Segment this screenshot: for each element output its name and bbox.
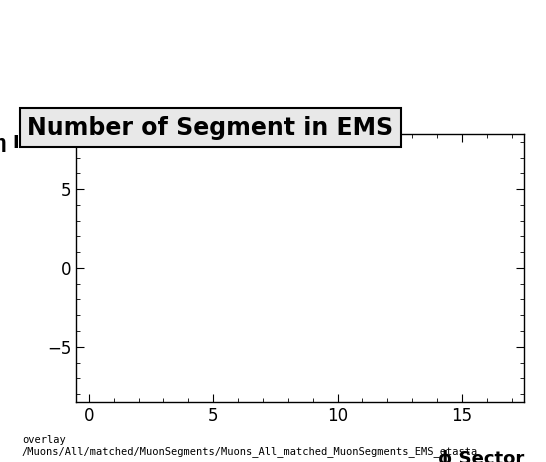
Text: Number of Segment in EMS: Number of Segment in EMS — [27, 116, 394, 140]
Text: ϕ Sector: ϕ Sector — [438, 450, 524, 462]
Text: η Index: η Index — [0, 134, 69, 152]
Text: overlay
/Muons/All/matched/MuonSegments/Muons_All_matched_MuonSegments_EMS_etast: overlay /Muons/All/matched/MuonSegments/… — [22, 435, 478, 457]
